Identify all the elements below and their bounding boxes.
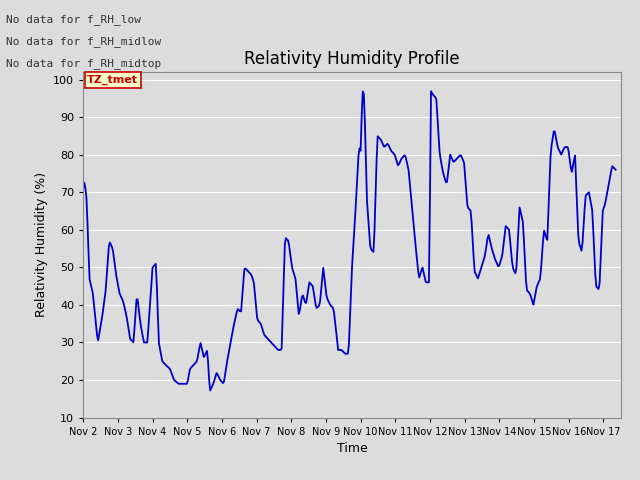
Text: No data for f_RH_midtop: No data for f_RH_midtop	[6, 58, 162, 69]
Y-axis label: Relativity Humidity (%): Relativity Humidity (%)	[35, 172, 47, 317]
Text: No data for f_RH_low: No data for f_RH_low	[6, 14, 141, 25]
Title: Relativity Humidity Profile: Relativity Humidity Profile	[244, 49, 460, 68]
Text: TZ_tmet: TZ_tmet	[88, 75, 138, 85]
X-axis label: Time: Time	[337, 442, 367, 455]
Text: No data for f_RH_midlow: No data for f_RH_midlow	[6, 36, 162, 47]
